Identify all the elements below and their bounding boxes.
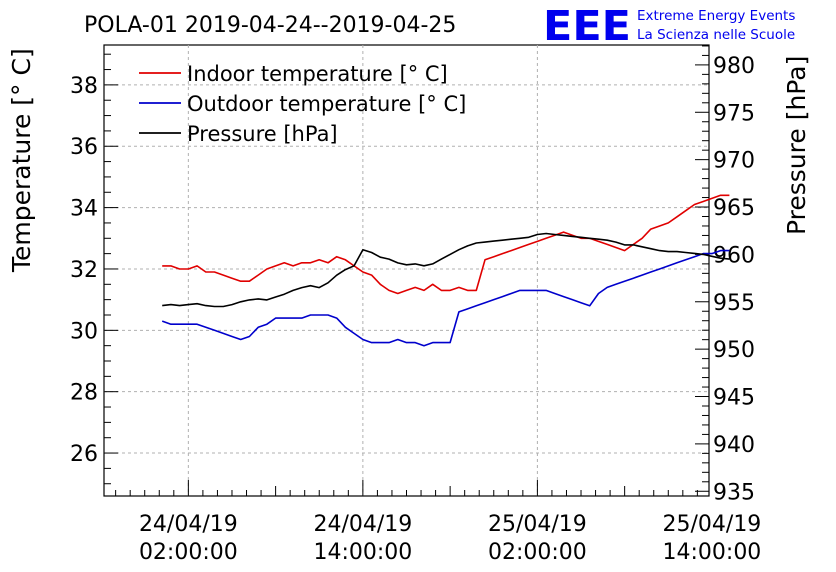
legend: Indoor temperature [° C] Outdoor temperat… — [139, 62, 466, 146]
x-tick-label-time: 14:00:00 — [663, 540, 762, 565]
series-line-indoor-temperature-c — [162, 194, 730, 295]
legend-label: Outdoor temperature [° C] — [187, 92, 466, 116]
y2-tick-label: 975 — [713, 101, 755, 126]
y2-tick-label: 940 — [713, 433, 755, 458]
y2-tick-label: 950 — [713, 338, 755, 363]
y-tick-label: 38 — [70, 74, 98, 99]
y2-axis-label: Pressure [hPa] — [782, 56, 811, 235]
y-tick-label: 28 — [70, 381, 98, 406]
y-tick-label: 30 — [70, 319, 98, 344]
series — [161, 194, 730, 347]
y2-tick-label: 945 — [713, 386, 755, 411]
y-tick-label: 26 — [70, 442, 98, 467]
legend-label: Indoor temperature [° C] — [187, 62, 448, 86]
y2-tick-label: 935 — [713, 480, 755, 505]
y2-tick-label: 980 — [713, 54, 755, 79]
legend-label: Pressure [hPa] — [187, 122, 338, 146]
x-tick-label-time: 14:00:00 — [313, 540, 412, 565]
chart-title: POLA-01 2019-04-24--2019-04-25 — [84, 13, 456, 38]
logo-line2: La Scienza nelle Scuole — [637, 27, 795, 43]
x-tick-label: 25/04/19 — [488, 512, 587, 537]
y-tick-label: 34 — [70, 197, 98, 222]
x-tick-label-time: 02:00:00 — [139, 540, 238, 565]
eee-logo: EEE Extreme Energy Events La Scienza nel… — [543, 2, 795, 50]
logo-line1: Extreme Energy Events — [637, 8, 795, 24]
grid — [104, 45, 709, 496]
y-axis-label: Temperature [° C] — [7, 48, 36, 273]
x-tick-label: 24/04/19 — [139, 512, 238, 537]
series-line-outdoor-temperature-c — [161, 249, 730, 347]
y2-tick-label: 955 — [713, 291, 755, 316]
x-tick-label: 24/04/19 — [313, 512, 412, 537]
x-tick-label: 25/04/19 — [663, 512, 762, 537]
axes: 26 28 30 32 34 36 38 935 940 945 950 955 960 965 970 97… — [70, 45, 762, 565]
y2-tick-label: 970 — [713, 149, 755, 174]
y2-tick-label: 960 — [713, 243, 755, 268]
y-tick-label: 36 — [70, 135, 98, 160]
x-tick-label-time: 02:00:00 — [488, 540, 587, 565]
y-tick-label: 32 — [70, 258, 98, 283]
series-line-pressure-hpa — [162, 232, 730, 308]
y2-tick-label: 965 — [713, 196, 755, 221]
logo-mark: EEE — [543, 2, 631, 50]
